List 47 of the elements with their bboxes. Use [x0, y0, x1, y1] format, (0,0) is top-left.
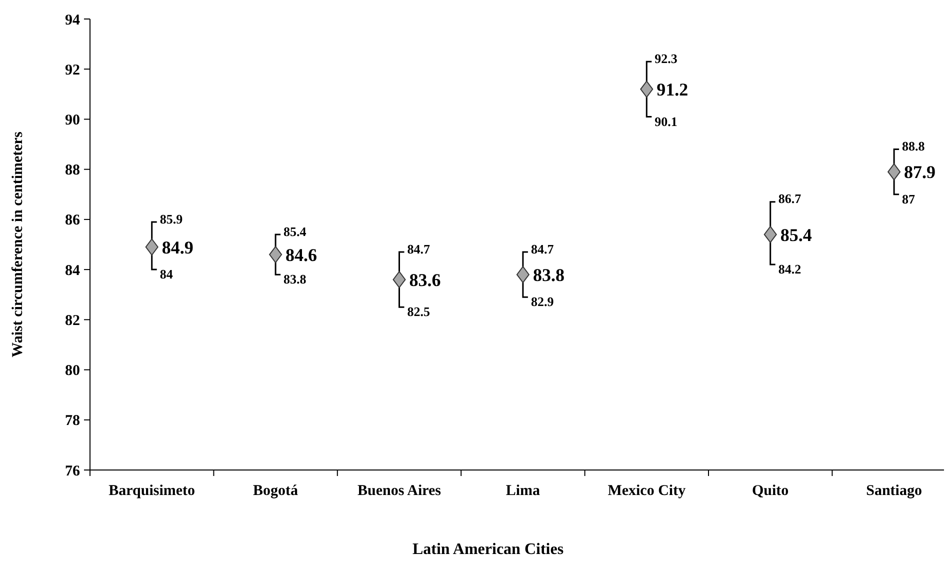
annotation: 92.3 — [654, 50, 678, 66]
data-label: 87.9 — [904, 162, 936, 182]
data-label: 91.2 — [656, 79, 688, 100]
point — [764, 226, 777, 243]
data-label: 83.8 — [532, 264, 564, 285]
data-label: 83.6 — [409, 270, 441, 290]
annotation: 84.7 — [530, 241, 554, 256]
y-tick-label: 84 — [65, 262, 80, 279]
y-tick-label: 78 — [65, 413, 80, 430]
x-axis-title: Latin American Cities — [412, 541, 564, 558]
x-tick-label: Bogotá — [253, 483, 299, 499]
annotation: 87 — [902, 191, 916, 206]
data-label: 84.6 — [286, 244, 318, 265]
point — [269, 246, 282, 264]
point — [145, 238, 158, 256]
x-tick-label: Santiago — [866, 483, 922, 499]
data-label: 84.9 — [162, 237, 194, 258]
annotation: 85.4 — [284, 224, 307, 239]
point — [640, 80, 654, 98]
annotation: 82.9 — [530, 294, 554, 310]
y-tick-label: 94 — [65, 12, 80, 28]
y-tick-label: 92 — [65, 62, 80, 78]
x-tick-label: Lima — [506, 483, 541, 499]
point — [888, 163, 901, 180]
annotation: 88.8 — [902, 138, 926, 154]
annotation: 86.7 — [778, 191, 802, 206]
annotation: 85.9 — [160, 211, 184, 226]
annotation: 82.5 — [407, 304, 430, 320]
annotation: 90.1 — [654, 114, 678, 129]
annotation: 84.7 — [407, 241, 430, 256]
data-label: 85.4 — [780, 224, 812, 245]
annotation: 84 — [160, 266, 174, 282]
x-tick-label: Buenos Aires — [358, 483, 442, 499]
y-tick-label: 88 — [65, 162, 80, 179]
y-tick-label: 90 — [65, 112, 80, 128]
point — [392, 271, 406, 288]
annotation: 84.2 — [778, 262, 802, 277]
y-tick-label: 82 — [65, 312, 80, 329]
y-axis-title: Waist circumference in centimeters — [10, 132, 26, 358]
y-tick-label: 86 — [65, 212, 80, 229]
y-tick-label: 76 — [65, 463, 80, 480]
annotation: 83.8 — [284, 272, 307, 287]
y-tick-label: 80 — [65, 363, 80, 380]
point — [516, 266, 530, 284]
x-tick-label: Mexico City — [608, 483, 686, 499]
x-tick-label: Quito — [752, 483, 789, 499]
x-tick-label: Barquisimeto — [108, 483, 196, 499]
